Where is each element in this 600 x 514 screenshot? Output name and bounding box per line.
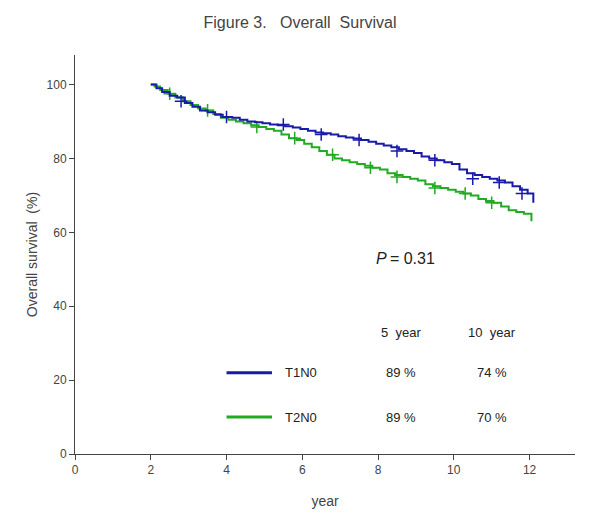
svg-text:T1N0: T1N0 (285, 365, 317, 380)
svg-text:10 year: 10 year (468, 325, 516, 340)
svg-text:5 year: 5 year (381, 325, 421, 340)
svg-text:2: 2 (147, 463, 154, 477)
svg-text:0: 0 (72, 463, 79, 477)
svg-text:4: 4 (223, 463, 230, 477)
svg-text:40: 40 (53, 299, 67, 313)
svg-text:P = 0.31: P = 0.31 (376, 250, 435, 267)
svg-text:20: 20 (53, 373, 67, 387)
svg-text:Overall survival (%): Overall survival (%) (24, 192, 40, 317)
svg-text:10: 10 (447, 463, 461, 477)
svg-text:89 %: 89 % (386, 410, 416, 425)
svg-text:12: 12 (523, 463, 537, 477)
svg-text:74 %: 74 % (477, 365, 507, 380)
svg-text:70 %: 70 % (477, 410, 507, 425)
svg-text:0: 0 (60, 447, 67, 461)
svg-text:80: 80 (53, 152, 67, 166)
svg-text:year: year (311, 493, 339, 509)
svg-text:Figure 3. Overall Survival: Figure 3. Overall Survival (204, 14, 397, 31)
svg-text:8: 8 (375, 463, 382, 477)
svg-text:T2N0: T2N0 (285, 410, 317, 425)
svg-text:100: 100 (47, 78, 67, 92)
svg-text:89 %: 89 % (386, 365, 416, 380)
svg-text:6: 6 (299, 463, 306, 477)
svg-text:60: 60 (53, 226, 67, 240)
